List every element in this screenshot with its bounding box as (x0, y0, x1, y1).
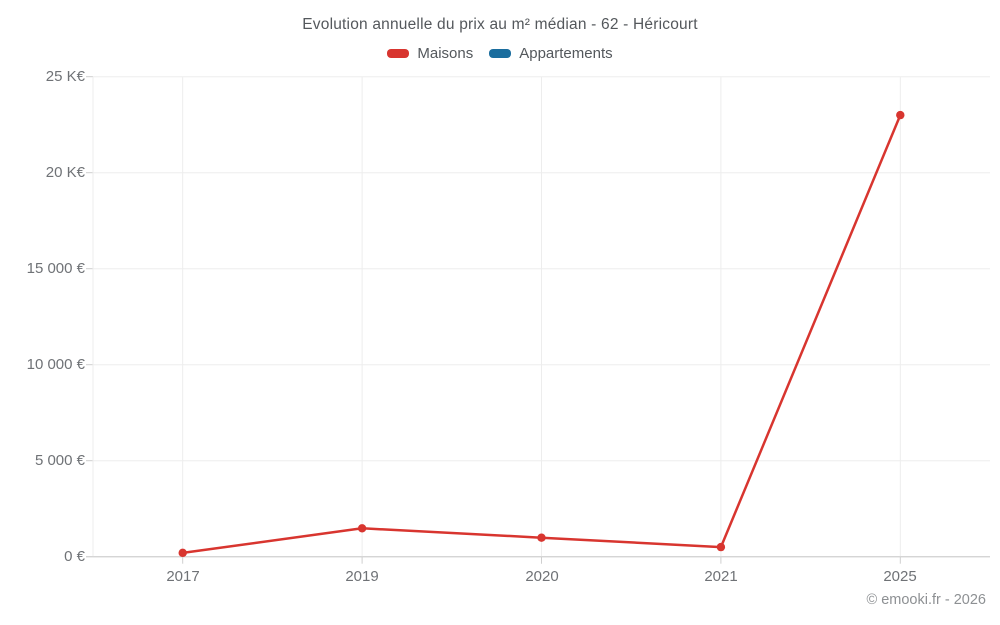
y-axis-label: 0 € (64, 548, 85, 565)
x-axis-label: 2021 (704, 568, 738, 585)
data-point-maisons[interactable] (896, 110, 905, 120)
maisons-swatch-icon (387, 49, 410, 58)
x-axis-label: 2020 (525, 568, 559, 585)
footer-credit: © emooki.fr - 2026 (866, 592, 986, 608)
y-axis-label: 20 K€ (45, 164, 85, 181)
data-point-maisons[interactable] (357, 524, 367, 533)
legend-item-appartements[interactable]: Appartements (489, 45, 613, 62)
legend-label-appartements: Appartements (519, 45, 613, 62)
x-axis-label: 2025 (883, 568, 917, 585)
data-point-maisons[interactable] (178, 548, 187, 558)
data-point-maisons[interactable] (537, 533, 546, 542)
legend-item-maisons[interactable]: Maisons (387, 45, 473, 62)
legend: Maisons Appartements (0, 45, 1000, 62)
appartements-swatch-icon (489, 49, 512, 58)
x-axis-label: 2019 (345, 568, 379, 585)
y-axis-label: 5 000 € (34, 452, 85, 469)
x-axis-label: 2017 (166, 568, 200, 585)
y-axis-label: 25 K€ (45, 68, 85, 85)
y-axis-label: 15 000 € (26, 260, 85, 277)
legend-label-maisons: Maisons (417, 45, 474, 62)
data-point-maisons[interactable] (716, 542, 726, 552)
chart-title: Evolution annuelle du prix au m² médian … (302, 16, 698, 33)
y-axis-label: 10 000 € (26, 356, 85, 373)
